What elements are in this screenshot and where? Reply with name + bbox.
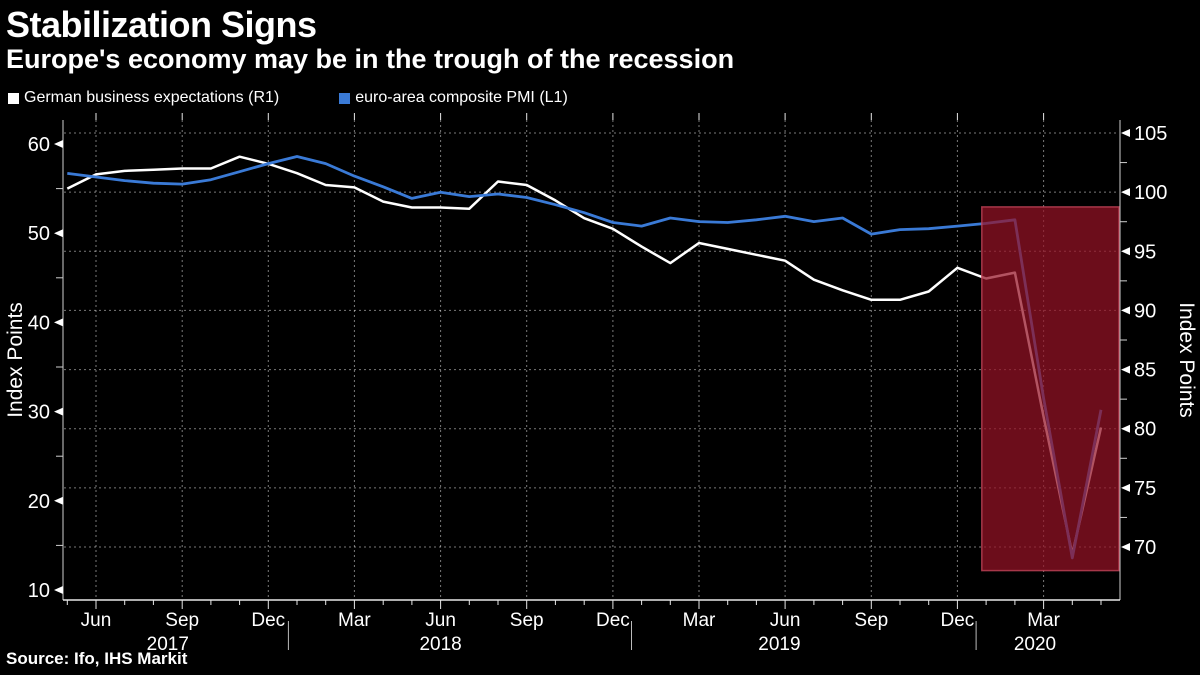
right-tick-arrow <box>1121 306 1130 315</box>
right-tick-arrow <box>1121 483 1130 492</box>
right-axis-title: Index Points <box>1175 302 1198 418</box>
left-axis-tick-label: 50 <box>28 223 50 245</box>
right-axis-tick-label: 70 <box>1134 537 1156 559</box>
left-tick-arrow <box>54 496 63 505</box>
x-axis-month-label: Sep <box>854 610 888 631</box>
left-tick-arrow <box>54 140 63 148</box>
x-axis-month-label: Dec <box>251 610 285 631</box>
right-axis-tick-label: 105 <box>1134 123 1167 145</box>
right-tick-arrow <box>1121 247 1130 256</box>
x-axis-year-label: 2020 <box>1014 634 1056 655</box>
x-axis-month-label: Sep <box>510 610 544 631</box>
blue-square-swatch-icon <box>339 93 351 104</box>
left-tick-arrow <box>54 229 63 238</box>
right-axis-tick-label: 85 <box>1134 360 1156 382</box>
x-axis-month-label: Sep <box>165 610 199 631</box>
right-axis-tick-label: 75 <box>1134 478 1156 500</box>
series-line-R1 <box>66 155 1103 556</box>
x-axis-year-label: 2017 <box>147 634 189 655</box>
right-axis-tick-label: 95 <box>1134 241 1156 263</box>
x-axis-month-label: Jun <box>81 610 112 631</box>
x-axis-month-label: Jun <box>770 610 801 631</box>
left-axis-tick-label: 20 <box>28 491 50 513</box>
right-tick-arrow <box>1121 365 1130 374</box>
legend-label: German business expectations (R1) <box>24 89 280 106</box>
x-axis-month-label: Dec <box>941 610 975 631</box>
x-axis-year-label: 2018 <box>419 634 461 655</box>
x-axis-month-label: Dec <box>596 610 630 631</box>
right-tick-arrow <box>1121 129 1130 137</box>
legend-item-euro-pmi: euro-area composite PMI (L1) <box>339 89 568 107</box>
series-line-L1 <box>67 155 1103 560</box>
legend: German business expectations (R1) euro-a… <box>8 89 568 107</box>
x-axis-month-label: Mar <box>683 610 716 631</box>
x-axis-month-label: Jun <box>425 610 456 631</box>
left-tick-arrow <box>54 318 63 327</box>
legend-item-german-expectations: German business expectations (R1) <box>8 89 279 107</box>
legend-label: euro-area composite PMI (L1) <box>355 89 568 106</box>
x-axis-month-label: Mar <box>1027 610 1060 631</box>
chart-title: Stabilization Signs <box>6 4 317 45</box>
right-axis-tick-label: 80 <box>1134 419 1156 441</box>
white-square-swatch-icon <box>8 93 19 104</box>
source-text: Source: Ifo, IHS Markit <box>6 649 188 668</box>
left-axis-tick-label: 30 <box>28 402 50 424</box>
x-axis-month-label: Mar <box>338 610 371 631</box>
highlight-region-2020 <box>981 206 1120 572</box>
left-axis-tick-label: 40 <box>28 312 50 334</box>
left-axis-tick-label: 60 <box>28 134 50 156</box>
chart-subtitle: Europe's economy may be in the trough of… <box>6 44 735 74</box>
left-tick-arrow <box>54 586 63 594</box>
right-axis-tick-label: 90 <box>1134 300 1156 322</box>
left-axis-tick-label: 10 <box>28 580 50 602</box>
right-tick-arrow <box>1121 424 1130 433</box>
left-tick-arrow <box>54 407 63 416</box>
right-tick-arrow <box>1121 543 1130 552</box>
right-tick-arrow <box>1121 188 1130 197</box>
left-axis-title: Index Points <box>4 302 27 418</box>
x-axis-year-label: 2019 <box>758 634 800 655</box>
right-axis-tick-label: 100 <box>1134 182 1167 204</box>
